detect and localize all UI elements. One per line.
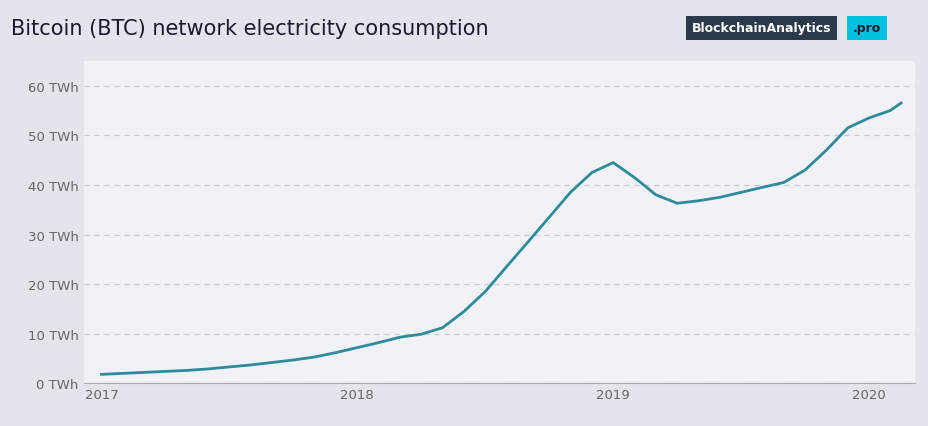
Text: BlockchainAnalytics: BlockchainAnalytics xyxy=(691,22,831,35)
Text: Bitcoin (BTC) network electricity consumption: Bitcoin (BTC) network electricity consum… xyxy=(11,19,488,39)
Text: .pro: .pro xyxy=(852,22,880,35)
